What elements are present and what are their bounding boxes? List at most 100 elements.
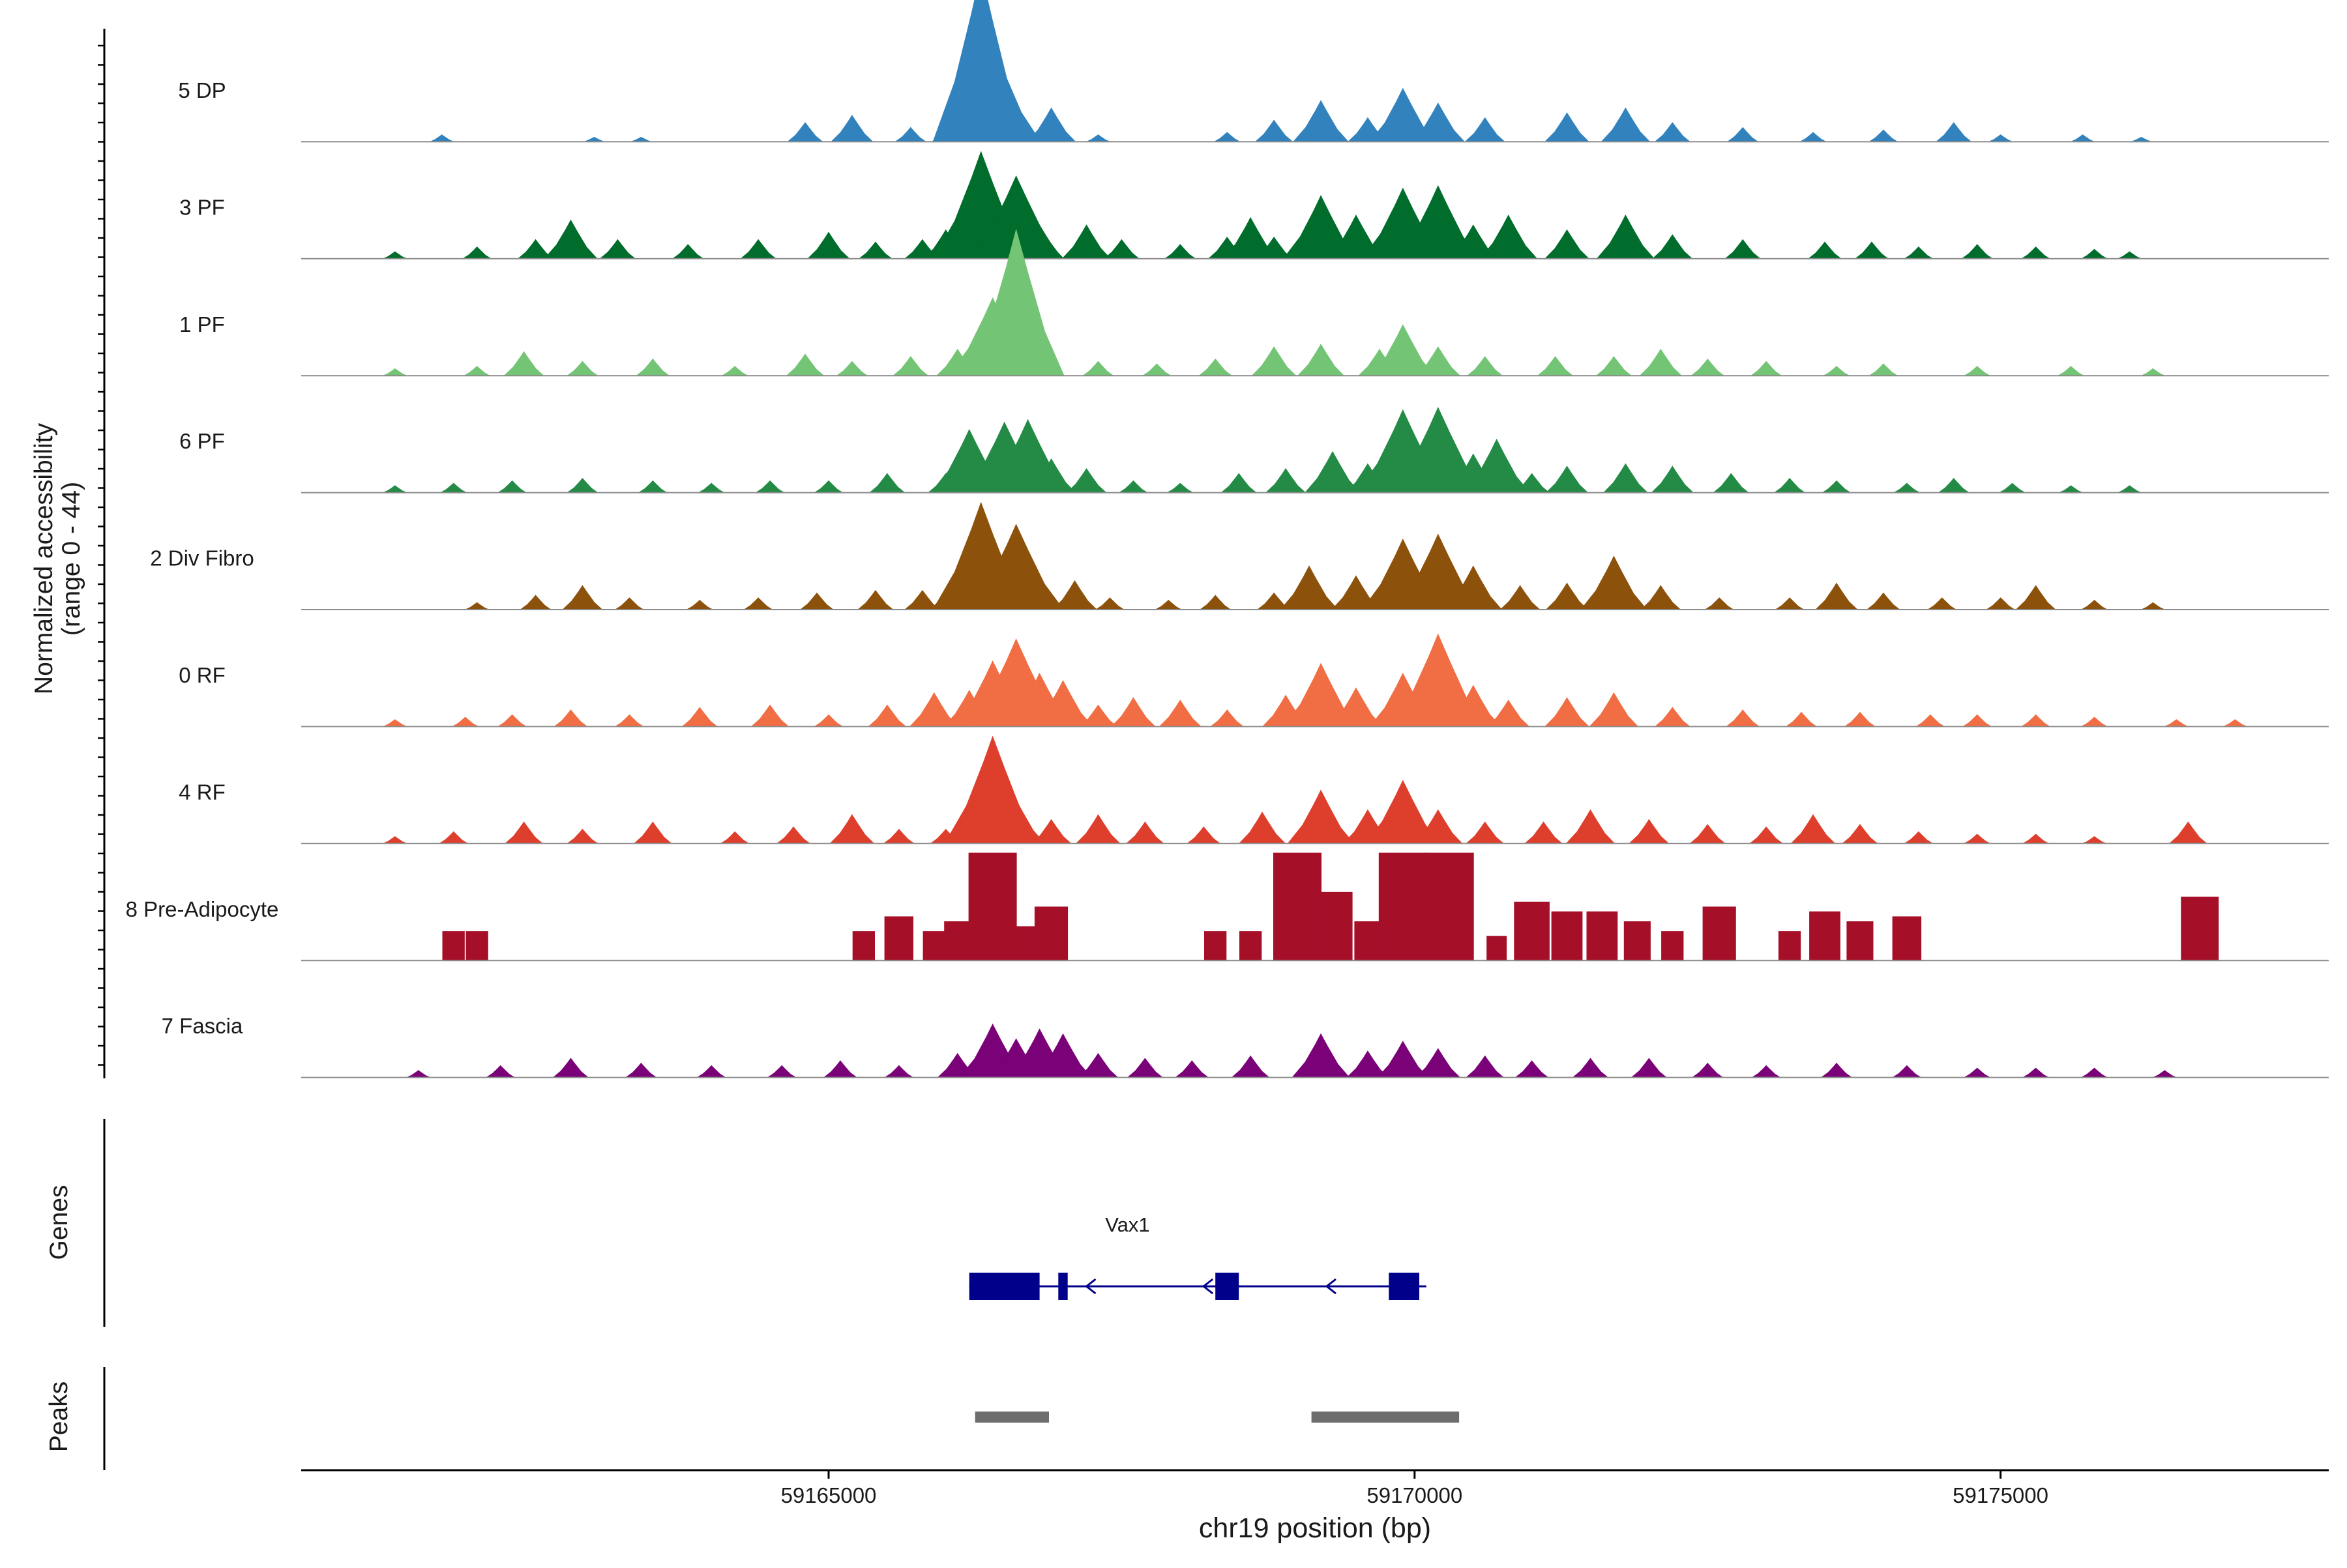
signal-peak — [1726, 709, 1760, 727]
signal-peak — [787, 122, 823, 142]
signal-peak — [1166, 482, 1194, 493]
signal-peak — [552, 1058, 589, 1078]
signal-peak — [1842, 823, 1878, 844]
signal-peak — [836, 361, 868, 376]
signal-peak — [1111, 697, 1156, 727]
signal-peak — [1444, 565, 1503, 610]
signal-peak — [1690, 358, 1725, 376]
signal-peak — [1808, 241, 1842, 259]
track-label: 7 Fascia — [162, 1014, 243, 1038]
signal-peak — [1283, 662, 1359, 727]
signal-peak — [1544, 229, 1589, 259]
signal-peak — [743, 597, 773, 610]
x-tick-label: 59170000 — [1366, 1483, 1462, 1507]
signal-peak — [1155, 600, 1183, 610]
signal-peak — [1936, 122, 1972, 142]
signal-peak — [382, 719, 407, 727]
signal-peak — [1595, 356, 1632, 376]
track-2-div-fibro: 2 Div Fibro — [150, 501, 2329, 610]
signal-peak — [681, 707, 718, 727]
signal-peak — [944, 921, 971, 961]
signal-peak — [2080, 600, 2108, 610]
signal-peak — [1251, 346, 1297, 376]
signal-peak — [1524, 821, 1563, 844]
signal-peak — [1572, 1058, 1608, 1078]
signal-peak — [807, 231, 850, 259]
signal-peak — [1514, 473, 1550, 493]
signal-peak — [1544, 697, 1589, 727]
signal-peak — [442, 931, 465, 961]
signal-peak — [1499, 585, 1541, 610]
signal-peak — [1961, 244, 1993, 259]
signal-peak — [1724, 239, 1761, 259]
signal-peak — [1868, 129, 1898, 142]
signal-peak — [1118, 480, 1148, 493]
track-8-pre-adipocyte: 8 Pre-Adipocyte — [126, 852, 2329, 962]
signal-peak — [1815, 582, 1858, 610]
signal-peak — [909, 692, 959, 727]
signal-peak — [464, 602, 490, 610]
signal-peak — [1514, 902, 1550, 961]
signal-peak — [1963, 366, 1991, 376]
signal-peak — [1998, 482, 2026, 493]
signal-peak — [800, 592, 834, 610]
track-7-fascia: 7 Fascia — [162, 1014, 2329, 1078]
signal-peak — [1487, 700, 1530, 727]
signal-peak — [1809, 911, 1840, 961]
track-label: 4 RF — [179, 780, 226, 804]
signal-peak — [1415, 346, 1461, 376]
signal-peak — [1280, 565, 1338, 610]
track-label: 8 Pre-Adipocyte — [126, 897, 279, 921]
signal-peak — [2181, 896, 2219, 961]
signal-peak — [1175, 1060, 1209, 1078]
signal-peak — [1031, 819, 1072, 844]
signal-peak — [1095, 597, 1125, 610]
signal-peak — [1466, 821, 1504, 844]
signal-peak — [2140, 602, 2166, 610]
signal-peak — [968, 852, 1017, 961]
y-axis-label: Normalized accessibility — [30, 422, 58, 694]
signal-peak — [904, 589, 941, 610]
signal-peak — [382, 368, 407, 376]
signal-peak — [1103, 239, 1140, 259]
signal-peak — [567, 361, 598, 376]
signal-peak — [1378, 852, 1427, 961]
signal-peak — [554, 709, 588, 727]
signal-peak — [1915, 714, 1945, 727]
signal-peak — [2070, 134, 2095, 142]
x-axis: 59165000 59170000 59175000 — [301, 1469, 2329, 1507]
signal-peak — [1396, 185, 1481, 259]
signal-peak — [1631, 1058, 1667, 1078]
signal-peak — [1126, 821, 1164, 844]
signal-peak — [2015, 585, 2056, 610]
signal-peak — [1305, 451, 1361, 493]
signal-peak — [465, 931, 488, 961]
strand-arrow — [1325, 1278, 1336, 1295]
signal-peak — [1750, 361, 1782, 376]
signal-peak — [1354, 921, 1381, 961]
signal-peak — [1034, 906, 1069, 961]
signal-peak — [1369, 87, 1436, 142]
signal-peak — [831, 115, 874, 142]
signal-peak — [1365, 780, 1441, 844]
strand-arrow — [1202, 1278, 1214, 1295]
signal-peak — [1329, 687, 1383, 727]
signal-peak — [1927, 597, 1957, 610]
signal-peak — [614, 714, 644, 727]
signal-peak — [599, 239, 636, 259]
signal-peak — [544, 219, 598, 259]
signal-peak — [852, 931, 875, 961]
track-4-rf: 4 RF — [179, 735, 2329, 844]
signal-peak — [776, 826, 810, 844]
signal-peak — [1486, 936, 1507, 961]
signal-peak — [829, 814, 875, 844]
signal-peak — [1466, 1055, 1504, 1078]
signal-peak — [1820, 1063, 1853, 1078]
signal-peak — [1014, 341, 1065, 376]
signal-peak — [1603, 463, 1648, 493]
signal-peak — [2082, 836, 2107, 844]
signal-peak — [1963, 833, 1991, 844]
signal-peak — [497, 480, 527, 493]
signal-peak — [869, 473, 906, 493]
